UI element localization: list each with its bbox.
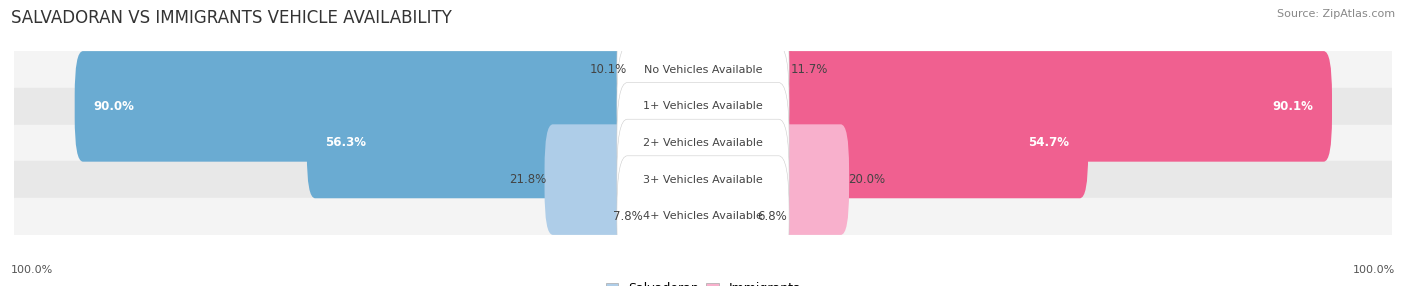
Text: 100.0%: 100.0%: [11, 265, 53, 275]
Bar: [14, 88, 1392, 125]
FancyBboxPatch shape: [544, 124, 711, 235]
Text: 4+ Vehicles Available: 4+ Vehicles Available: [643, 211, 763, 221]
Text: 21.8%: 21.8%: [509, 173, 546, 186]
Text: 20.0%: 20.0%: [848, 173, 884, 186]
FancyBboxPatch shape: [641, 161, 711, 271]
FancyBboxPatch shape: [695, 51, 1331, 162]
FancyBboxPatch shape: [617, 156, 789, 277]
Text: 100.0%: 100.0%: [1353, 265, 1395, 275]
Text: No Vehicles Available: No Vehicles Available: [644, 65, 762, 75]
Text: 54.7%: 54.7%: [1029, 136, 1070, 150]
Legend: Salvadoran, Immigrants: Salvadoran, Immigrants: [603, 280, 803, 286]
Bar: [14, 51, 1392, 88]
Text: 11.7%: 11.7%: [790, 63, 828, 76]
Text: 6.8%: 6.8%: [756, 210, 786, 223]
FancyBboxPatch shape: [695, 161, 758, 271]
Text: 10.1%: 10.1%: [589, 63, 627, 76]
Text: 90.1%: 90.1%: [1272, 100, 1313, 113]
Text: 3+ Vehicles Available: 3+ Vehicles Available: [643, 175, 763, 184]
Bar: [14, 161, 1392, 198]
Text: 56.3%: 56.3%: [325, 136, 367, 150]
FancyBboxPatch shape: [75, 51, 711, 162]
Text: 1+ Vehicles Available: 1+ Vehicles Available: [643, 102, 763, 111]
FancyBboxPatch shape: [617, 83, 789, 203]
Text: 90.0%: 90.0%: [93, 100, 134, 113]
Text: 2+ Vehicles Available: 2+ Vehicles Available: [643, 138, 763, 148]
Text: SALVADORAN VS IMMIGRANTS VEHICLE AVAILABILITY: SALVADORAN VS IMMIGRANTS VEHICLE AVAILAB…: [11, 9, 453, 27]
FancyBboxPatch shape: [695, 88, 1088, 198]
FancyBboxPatch shape: [695, 15, 792, 125]
FancyBboxPatch shape: [695, 124, 849, 235]
FancyBboxPatch shape: [617, 119, 789, 240]
Bar: [14, 198, 1392, 235]
Bar: [14, 125, 1392, 161]
FancyBboxPatch shape: [617, 46, 789, 167]
FancyBboxPatch shape: [617, 9, 789, 130]
Text: 7.8%: 7.8%: [613, 210, 643, 223]
FancyBboxPatch shape: [307, 88, 711, 198]
Text: Source: ZipAtlas.com: Source: ZipAtlas.com: [1277, 9, 1395, 19]
FancyBboxPatch shape: [626, 15, 711, 125]
